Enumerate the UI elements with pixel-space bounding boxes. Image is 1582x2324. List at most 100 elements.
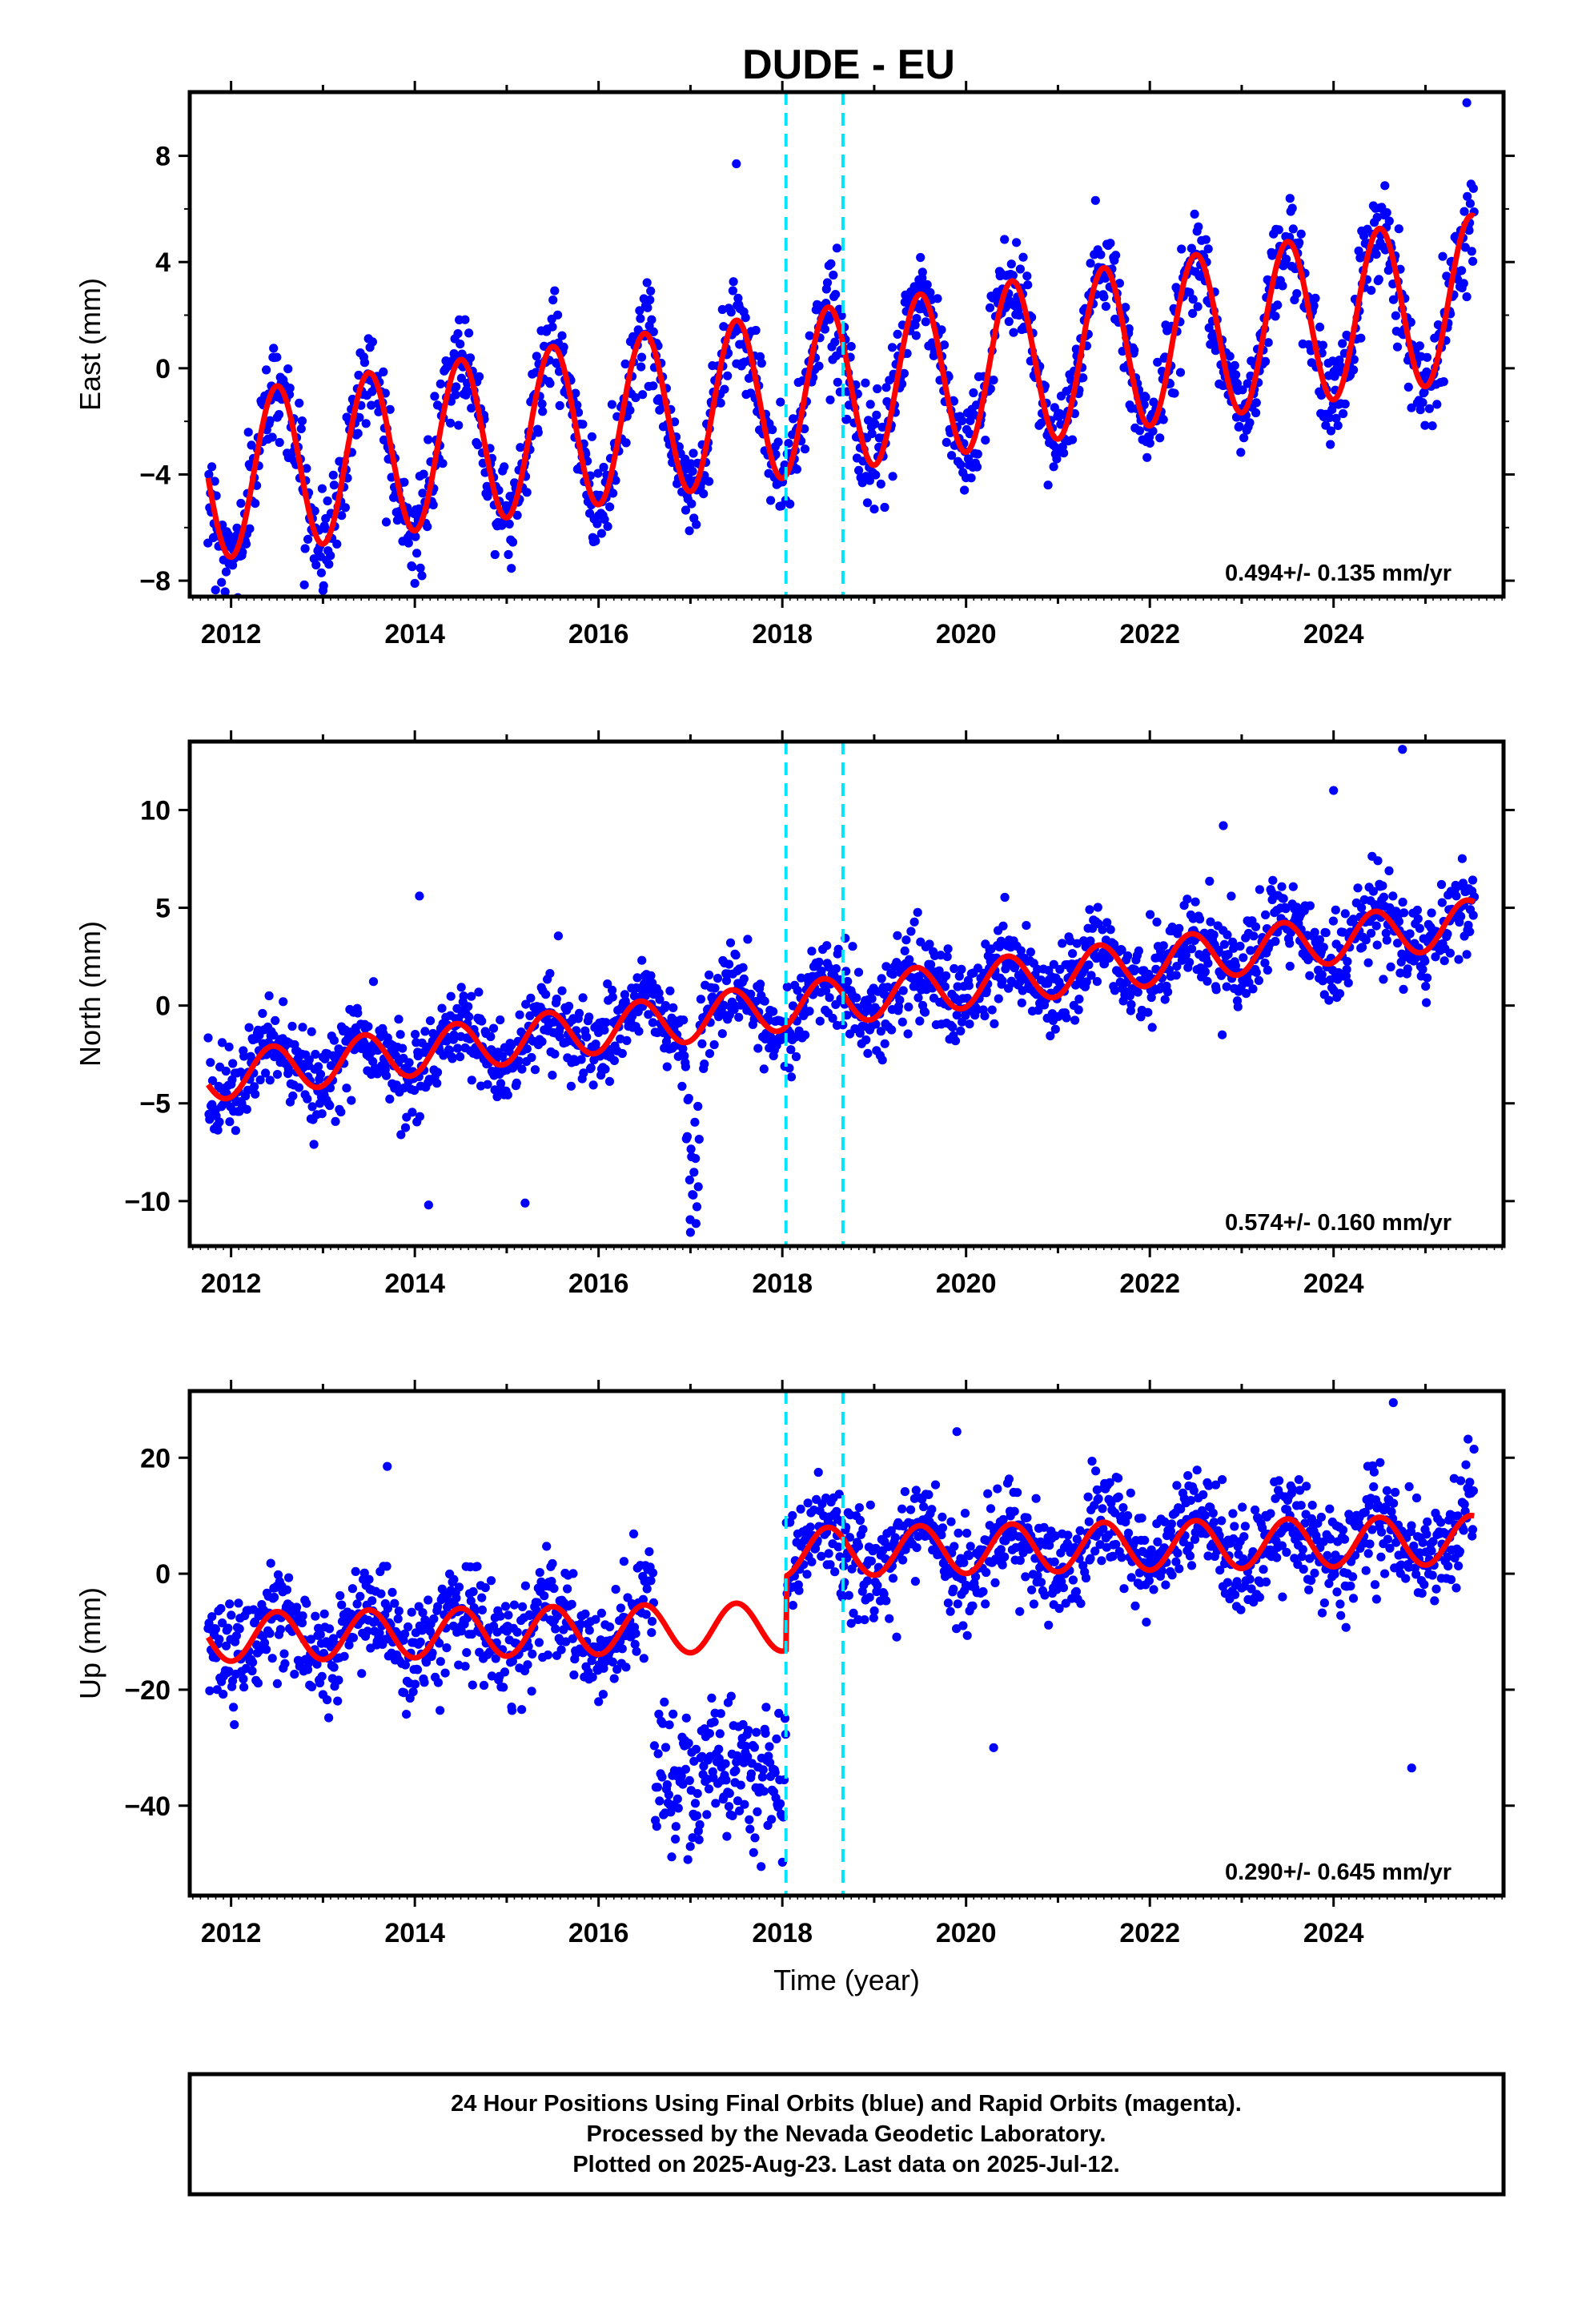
data-point	[662, 1780, 673, 1790]
data-point	[467, 991, 476, 1001]
data-point	[593, 468, 603, 478]
data-point	[1373, 856, 1383, 866]
data-point	[509, 1600, 520, 1610]
data-point	[537, 399, 547, 408]
data-point	[679, 1015, 689, 1025]
y-tick-label: 5	[155, 894, 171, 924]
data-point	[1296, 229, 1306, 239]
data-point	[620, 990, 630, 999]
data-point	[958, 416, 967, 426]
data-point	[638, 1594, 648, 1604]
data-point	[854, 465, 864, 476]
data-point	[685, 526, 694, 536]
model-fit-line	[205, 212, 1476, 561]
data-point	[1328, 916, 1338, 926]
data-point	[1243, 379, 1252, 388]
data-point	[264, 991, 274, 1001]
data-point	[250, 1082, 259, 1092]
data-point	[1016, 946, 1026, 955]
data-point	[849, 1608, 858, 1618]
data-point	[876, 1027, 885, 1036]
data-point	[729, 1004, 739, 1015]
data-point	[524, 1642, 533, 1651]
data-point	[637, 955, 647, 965]
data-point	[453, 1043, 463, 1053]
data-point	[749, 1848, 758, 1857]
data-point	[881, 1596, 891, 1606]
data-point	[692, 1202, 702, 1212]
data-point	[913, 993, 923, 1003]
data-point	[400, 1629, 410, 1638]
data-point	[363, 1022, 373, 1031]
data-point	[869, 1606, 879, 1616]
data-point	[245, 524, 255, 533]
data-point	[533, 428, 543, 437]
data-point	[751, 325, 761, 336]
data-point	[1420, 956, 1430, 966]
y-axis-label: East (mm)	[74, 278, 106, 411]
data-point	[1086, 971, 1096, 980]
data-point	[307, 1027, 316, 1036]
data-point	[655, 1796, 665, 1806]
data-point	[1454, 955, 1464, 964]
data-point	[994, 994, 1003, 1003]
data-point	[400, 1123, 411, 1132]
data-point	[861, 378, 870, 388]
data-point	[692, 1811, 702, 1820]
data-point	[275, 1625, 285, 1634]
data-point	[948, 1023, 958, 1032]
data-point	[1394, 224, 1403, 234]
data-point	[424, 435, 433, 444]
x-tick-label: 2022	[1119, 619, 1180, 649]
model-fit-line	[206, 897, 1476, 1102]
data-point	[814, 957, 824, 967]
data-point	[684, 1093, 693, 1104]
data-point	[243, 428, 253, 437]
data-point	[1251, 398, 1261, 408]
data-point	[800, 444, 810, 454]
data-point	[576, 1055, 586, 1064]
data-point	[1420, 420, 1430, 430]
data-point	[367, 1596, 377, 1606]
data-point	[897, 1504, 907, 1514]
data-point	[1114, 279, 1124, 288]
data-point	[1331, 413, 1341, 424]
data-point	[449, 1030, 459, 1039]
data-point	[1143, 1007, 1153, 1017]
data-point	[411, 1030, 420, 1039]
data-point	[1330, 372, 1339, 381]
data-point	[830, 337, 840, 347]
data-point	[272, 1070, 283, 1080]
data-point	[381, 1634, 391, 1644]
data-point	[342, 1084, 351, 1093]
data-point	[831, 964, 841, 974]
data-point	[685, 1842, 695, 1852]
data-point	[1468, 911, 1478, 920]
data-point	[788, 1510, 797, 1521]
data-point	[1368, 887, 1378, 896]
data-point	[788, 1601, 798, 1610]
data-points	[203, 98, 1479, 597]
data-point	[334, 1675, 343, 1685]
data-point	[843, 976, 853, 987]
data-point	[480, 1582, 490, 1593]
data-point	[487, 1671, 497, 1681]
data-point	[611, 476, 620, 485]
data-point	[862, 498, 873, 508]
data-point	[302, 1598, 311, 1608]
data-point	[382, 1071, 391, 1080]
data-point	[279, 1649, 289, 1659]
data-point	[890, 1533, 900, 1542]
data-point	[950, 1542, 959, 1551]
data-point	[435, 1638, 444, 1648]
data-point	[437, 1584, 447, 1594]
data-point	[1285, 194, 1295, 203]
data-point	[973, 963, 983, 973]
data-point	[789, 414, 798, 424]
data-point	[1403, 964, 1412, 974]
data-point	[1146, 910, 1155, 919]
x-tick-label: 2012	[201, 1269, 262, 1299]
data-point	[1052, 454, 1062, 464]
data-point	[1310, 927, 1319, 937]
data-point	[508, 1656, 518, 1666]
